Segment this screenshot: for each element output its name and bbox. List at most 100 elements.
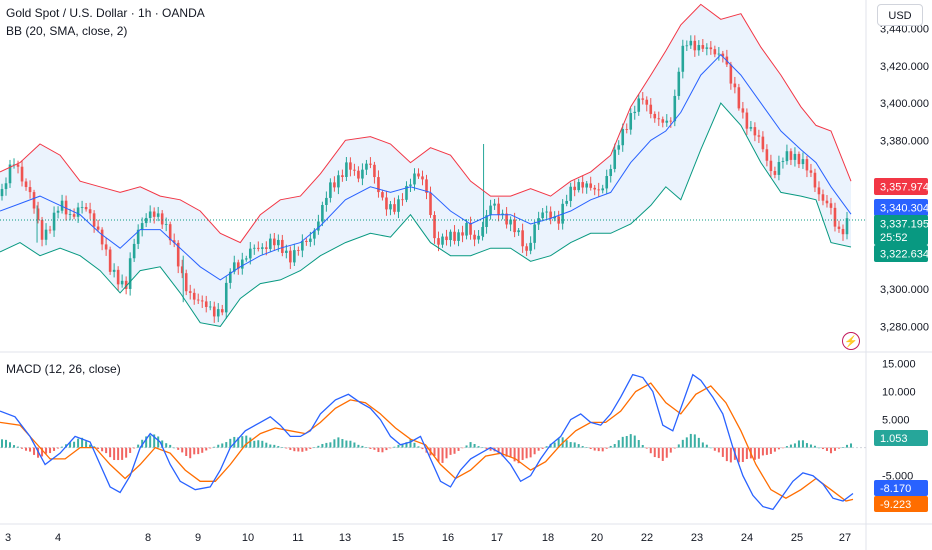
time-tick-label: 8 (145, 532, 151, 544)
macd-histogram-bar (145, 436, 148, 448)
macd-histogram-bar (81, 437, 84, 448)
macd-histogram-bar (577, 444, 580, 448)
candle-body (469, 222, 472, 235)
candle-body (645, 99, 649, 105)
macd-value-box (874, 480, 928, 496)
candle-body (429, 192, 432, 216)
candle-body (184, 273, 188, 292)
macd-histogram-bar (413, 442, 416, 448)
macd-histogram-bar (837, 447, 840, 449)
bb-indicator-label[interactable]: BB (20, SMA, close, 2) (6, 24, 128, 38)
candle-body (36, 208, 40, 220)
currency-button[interactable]: USD (877, 4, 923, 26)
candle-body (773, 171, 777, 175)
candle-body (589, 183, 592, 188)
macd-histogram-bar (85, 441, 88, 448)
candle-body (28, 187, 32, 193)
flash-icon[interactable]: ⚡ (842, 332, 860, 350)
candle-body (425, 179, 428, 193)
macd-histogram-bar (125, 447, 128, 458)
macd-histogram-bar (633, 435, 636, 448)
price-label-box (874, 245, 928, 262)
candle-body (200, 300, 204, 302)
candle-body (313, 230, 316, 239)
candle-body (72, 214, 76, 217)
candle-body (493, 203, 496, 206)
macd-line (0, 373, 854, 511)
macd-histogram-bar (673, 447, 676, 449)
candle-body (96, 226, 100, 230)
candle-body (817, 187, 821, 195)
bb-upper-line (0, 3, 852, 244)
candle-body (136, 229, 140, 244)
time-tick-label: 3 (5, 532, 11, 544)
symbol-title[interactable]: Gold Spot / U.S. Dollar · 1h · OANDA (6, 6, 205, 20)
candle-body (845, 218, 849, 235)
macd-histogram-bar (21, 447, 24, 449)
macd-histogram-bar (1, 439, 4, 448)
candle-body (88, 209, 92, 214)
time-tick-label: 22 (641, 532, 653, 544)
candle-body (705, 47, 709, 49)
candle-body (473, 234, 476, 240)
macd-histogram-bar (485, 447, 488, 450)
candle-body (357, 170, 360, 179)
macd-tick-label: 15.000 (882, 358, 916, 370)
macd-histogram-bar (769, 447, 772, 454)
macd-histogram-bar (449, 447, 452, 455)
macd-histogram-bar (345, 440, 348, 448)
macd-histogram-bar (629, 434, 632, 448)
macd-histogram-bar (189, 447, 192, 459)
macd-indicator-label[interactable]: MACD (12, 26, close) (6, 362, 121, 376)
candle-body (76, 207, 80, 217)
candle-body (381, 192, 384, 198)
macd-histogram-bar (437, 447, 440, 462)
macd-histogram-bar (781, 447, 784, 449)
macd-histogram-bar (841, 447, 844, 448)
candle-body (152, 211, 156, 217)
macd-histogram-bar (565, 440, 568, 448)
candle-body (140, 223, 144, 230)
macd-histogram-bar (321, 443, 324, 448)
candle-body (569, 186, 572, 201)
candle-body (689, 40, 693, 46)
candle-body (637, 98, 641, 112)
macd-histogram-bar (777, 447, 780, 450)
macd-tick-label: 5.000 (882, 415, 910, 427)
macd-histogram-bar (609, 445, 612, 448)
candle-body (437, 238, 440, 245)
candle-body (697, 45, 701, 51)
macd-histogram-bar (229, 438, 232, 448)
macd-histogram-bar (393, 446, 396, 448)
macd-histogram-bar (317, 445, 320, 448)
candle-body (156, 213, 160, 217)
macd-histogram-bar (421, 447, 424, 450)
candle-body (309, 238, 312, 242)
candle-body (240, 259, 244, 269)
candle-body (168, 224, 172, 241)
macd-histogram-bar (705, 444, 708, 448)
macd-histogram-bar (661, 447, 664, 461)
macd-histogram-bar (169, 444, 172, 448)
macd-value-box (874, 496, 928, 512)
candle-body (92, 213, 96, 227)
macd-histogram-bar (25, 447, 28, 451)
price-tick-label: 3,400.000 (880, 98, 929, 110)
macd-histogram-bar (689, 433, 692, 448)
time-tick-label: 27 (839, 532, 851, 544)
macd-histogram-bar (377, 447, 380, 453)
candle-body (341, 175, 344, 177)
bb-basis-line (0, 53, 852, 281)
candle-body (8, 164, 12, 184)
candle-body (485, 215, 488, 227)
macd-histogram-bar (101, 447, 104, 452)
time-tick-label: 4 (55, 532, 61, 544)
macd-histogram-bar (149, 435, 152, 448)
macd-histogram-bar (237, 437, 240, 448)
candle-body (176, 242, 180, 267)
macd-histogram-bar (17, 446, 20, 448)
macd-histogram-bar (281, 447, 284, 448)
candle-body (769, 160, 773, 172)
macd-histogram-bar (625, 435, 628, 448)
